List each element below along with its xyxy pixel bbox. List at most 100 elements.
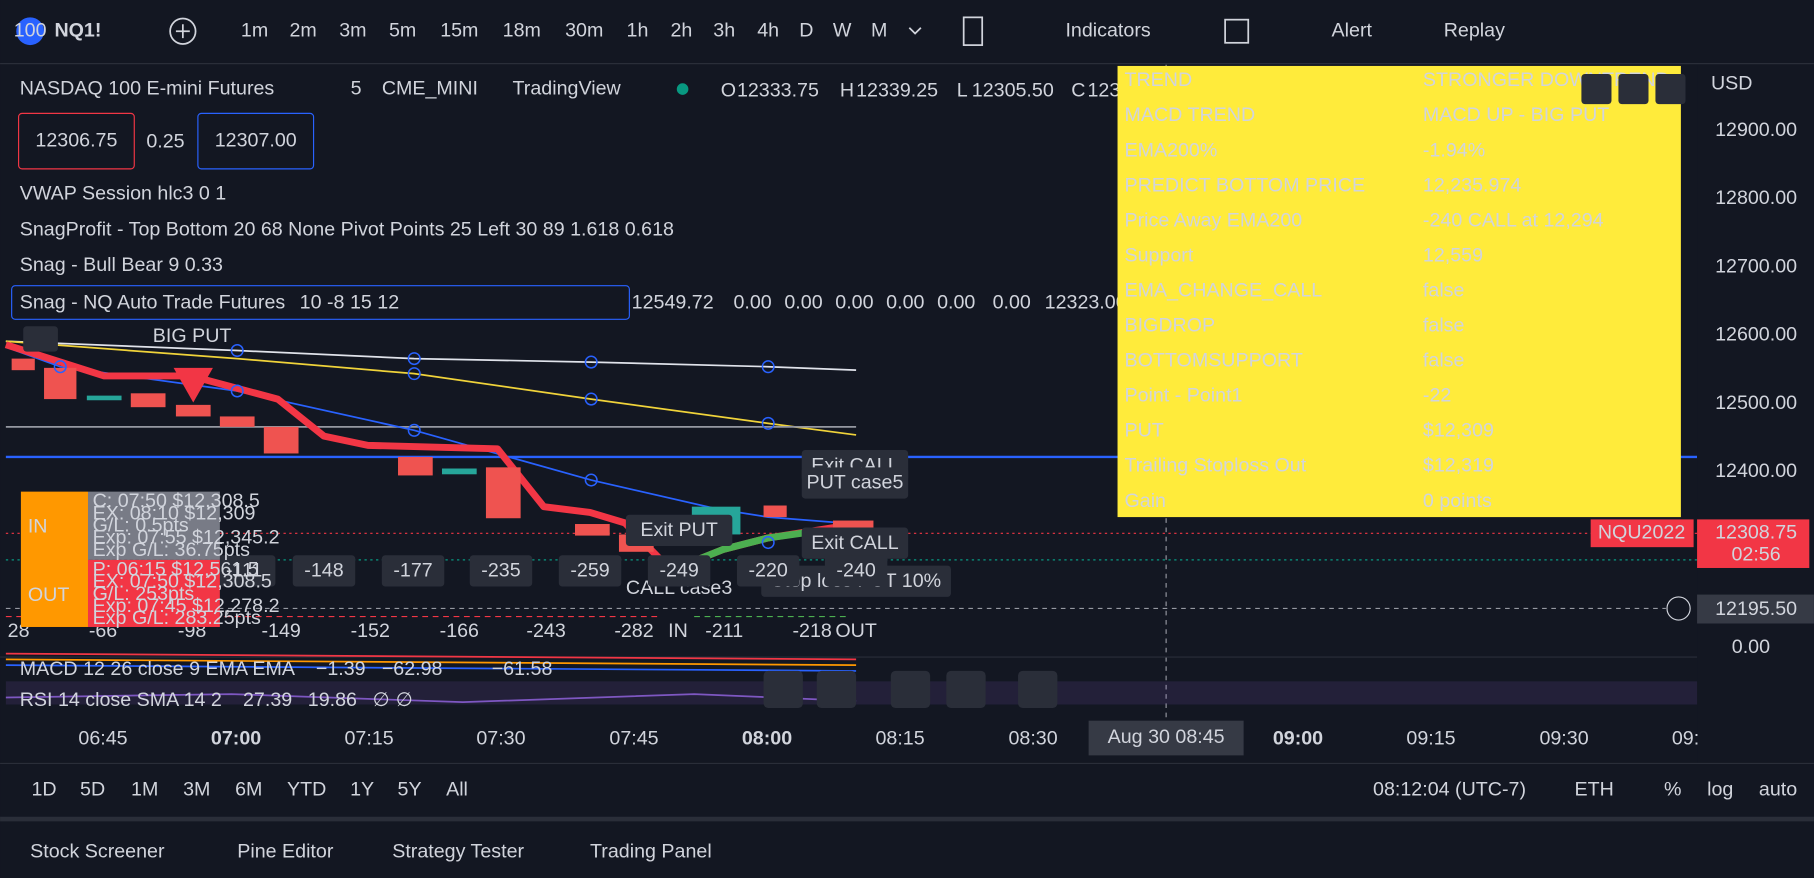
- signal-label: Exit PUT: [640, 519, 718, 541]
- interval[interactable]: 4h: [757, 19, 779, 41]
- zoom-control: [890, 670, 931, 708]
- study-name[interactable]: Snag - NQ Auto Trade Futures: [20, 291, 286, 313]
- replay-button[interactable]: Replay: [1444, 19, 1505, 41]
- study-value: 12549.72: [632, 291, 714, 313]
- range-button[interactable]: All: [446, 778, 468, 800]
- signal-box: [801, 527, 909, 559]
- table-key: Price Away EMA200: [1124, 209, 1302, 231]
- table-key: TREND: [1124, 69, 1192, 91]
- macd-legend[interactable]: MACD 12 26 close 9 EMA EMA: [20, 658, 296, 680]
- interval[interactable]: 18m: [503, 19, 541, 41]
- layouts[interactable]: [1224, 18, 1250, 44]
- count-box: [292, 555, 356, 587]
- interval[interactable]: 3h: [713, 19, 735, 41]
- count-label: -249: [659, 560, 698, 582]
- rsi-legend[interactable]: RSI 14 close SMA 14 2: [20, 689, 222, 711]
- bid[interactable]: 12306.75: [35, 129, 117, 151]
- table-value: false: [1423, 279, 1465, 301]
- time-label: 07:45: [609, 727, 658, 749]
- interval[interactable]: 5m: [389, 19, 416, 41]
- log-button[interactable]: log: [1707, 778, 1733, 800]
- zoom-control: [1018, 670, 1058, 708]
- bottom-tab[interactable]: Pine Editor: [237, 841, 334, 863]
- table-value: false: [1423, 350, 1465, 372]
- range-button[interactable]: 6M: [235, 778, 262, 800]
- crosshair-time-tag: [1088, 720, 1244, 756]
- range-button[interactable]: 5D: [80, 778, 105, 800]
- add-icon: [175, 24, 190, 39]
- bottom-tab[interactable]: Stock Screener: [30, 841, 165, 863]
- study-value: 12323.00: [1045, 291, 1127, 313]
- contract-tag: [1590, 519, 1694, 548]
- rsi-value: ∅: [373, 689, 390, 711]
- range-button[interactable]: 5Y: [398, 778, 422, 800]
- signal-box: [801, 467, 909, 499]
- bid-box: [18, 112, 135, 170]
- info-table: [1117, 65, 1681, 518]
- study-value: 0.00: [835, 291, 873, 313]
- session-button[interactable]: ETH: [1574, 778, 1613, 800]
- badge[interactable]: [16, 17, 45, 46]
- pane-button: [1618, 74, 1649, 105]
- interval[interactable]: 30m: [565, 19, 603, 41]
- time-label: 09:30: [1539, 727, 1588, 749]
- contract: NQU2022: [1598, 521, 1685, 543]
- alert-button[interactable]: Alert: [1332, 19, 1373, 41]
- indicators-button[interactable]: Indicators: [1065, 19, 1150, 41]
- add-symbol[interactable]: [169, 17, 197, 45]
- auto-button[interactable]: auto: [1759, 778, 1797, 800]
- interval[interactable]: 2h: [670, 19, 692, 41]
- more-intervals[interactable]: [908, 27, 922, 35]
- interval[interactable]: 3m: [339, 19, 366, 41]
- percent-button[interactable]: %: [1664, 778, 1681, 800]
- range-button[interactable]: 3M: [183, 778, 210, 800]
- trade-box: [20, 491, 88, 627]
- macd-line: [5, 658, 857, 667]
- count-box: [647, 555, 711, 587]
- study-value: 0.00: [733, 291, 771, 313]
- interval[interactable]: D: [799, 19, 813, 41]
- interval[interactable]: 15m: [440, 19, 478, 41]
- count-label: -148: [304, 560, 343, 582]
- interval[interactable]: 1h: [627, 19, 649, 41]
- interval[interactable]: 2m: [290, 19, 317, 41]
- range-button[interactable]: 1D: [31, 778, 56, 800]
- study-legend[interactable]: SnagProfit - Top Bottom 20 68 None Pivot…: [20, 218, 674, 240]
- time-label: 09:: [1672, 727, 1699, 749]
- chart-type[interactable]: [962, 16, 984, 46]
- interval[interactable]: M: [871, 19, 887, 41]
- table-value: -22: [1423, 385, 1451, 407]
- range-button[interactable]: YTD: [287, 778, 326, 800]
- study-legend[interactable]: Snag - Bull Bear 9 0.33: [20, 254, 223, 276]
- count-box: [558, 555, 622, 587]
- table-key: Support: [1124, 244, 1193, 266]
- macd-value: −61.58: [492, 658, 553, 680]
- ohlc-key: C: [1071, 80, 1085, 102]
- add-alert[interactable]: [1666, 596, 1691, 621]
- macd-line: [5, 664, 857, 672]
- time-label: 07:30: [476, 727, 525, 749]
- symbol[interactable]: NQ1!: [54, 19, 101, 41]
- interval[interactable]: W: [833, 19, 852, 41]
- table-value: 12,235.974: [1423, 174, 1521, 196]
- bottom-tab[interactable]: Trading Panel: [590, 841, 712, 863]
- range-button[interactable]: 1M: [131, 778, 158, 800]
- interval[interactable]: 1m: [241, 19, 268, 41]
- ask[interactable]: 12307.00: [215, 129, 297, 151]
- table-value: 0 points: [1423, 490, 1492, 512]
- price-label: 12700.00: [1715, 255, 1797, 277]
- table-key: EMA_CHANGE_CALL: [1124, 279, 1322, 301]
- symbol-name: NASDAQ 100 E-mini Futures: [20, 77, 275, 99]
- study-legend[interactable]: VWAP Session hlc3 0 1: [20, 183, 227, 205]
- collapse-button[interactable]: [23, 326, 58, 352]
- ask-box: [197, 112, 315, 170]
- range-button[interactable]: 1Y: [350, 778, 374, 800]
- currency[interactable]: USD: [1711, 73, 1753, 95]
- count-label: -259: [570, 560, 609, 582]
- count-label: -218: [792, 620, 831, 642]
- bottom-tab[interactable]: Strategy Tester: [392, 841, 524, 863]
- price-label: 12500.00: [1715, 392, 1797, 414]
- count-label: -166: [440, 620, 479, 642]
